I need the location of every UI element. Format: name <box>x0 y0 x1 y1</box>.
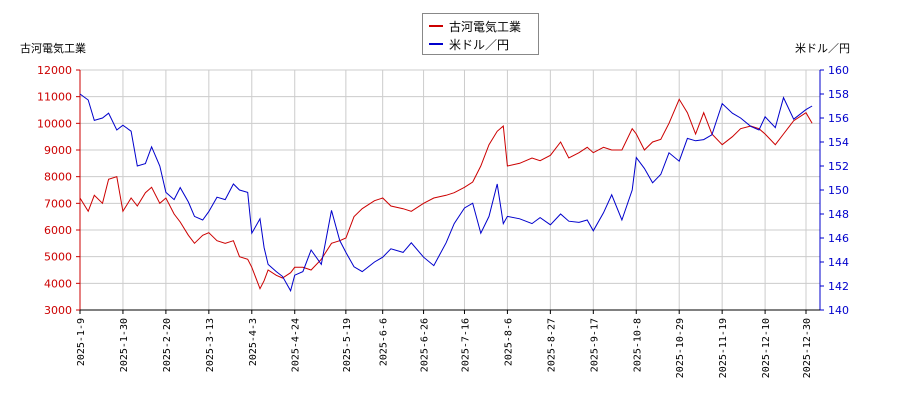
series-line-usdjpy <box>79 93 813 293</box>
chart-grid <box>79 69 820 311</box>
left-axis-title: 古河電気工業 <box>20 42 86 55</box>
left-tick-label: 5000 <box>44 251 72 264</box>
right-tick-label: 148 <box>828 208 849 221</box>
legend-item-usdjpy: 米ドル／円 <box>429 36 509 52</box>
right-tick-label: 158 <box>828 88 849 101</box>
legend-label-usdjpy: 米ドル／円 <box>449 37 510 52</box>
left-tick-label: 6000 <box>44 224 72 237</box>
x-axis-ticks: 2025-1-9 2025-1-30 2025-2-20 2025-3-13 2025-… <box>76 310 813 378</box>
x-tick-label: 2025-12-10 <box>761 318 772 378</box>
legend: 古河電気工業 米ドル／円 <box>422 13 539 55</box>
right-tick-label: 160 <box>828 64 849 77</box>
right-tick-label: 156 <box>828 112 849 125</box>
left-tick-label: 3000 <box>44 304 72 317</box>
x-tick-label: 2025-8-6 <box>503 318 514 366</box>
left-tick-label: 10000 <box>37 117 72 130</box>
right-axis-title: 米ドル／円 <box>795 42 850 55</box>
legend-label-stock: 古河電気工業 <box>449 19 522 34</box>
x-tick-label: 2025-8-27 <box>546 318 557 372</box>
right-tick-label: 144 <box>828 256 849 269</box>
series-line-stock <box>79 98 813 290</box>
x-tick-label: 2025-7-16 <box>460 318 471 372</box>
x-tick-label: 2025-9-17 <box>589 318 600 372</box>
right-tick-label: 150 <box>828 184 849 197</box>
x-tick-label: 2025-5-19 <box>342 318 353 372</box>
x-tick-label: 2025-2-20 <box>162 318 173 372</box>
left-tick-label: 11000 <box>37 91 72 104</box>
chart-lines <box>79 93 813 293</box>
x-tick-label: 2025-6-26 <box>420 318 431 372</box>
right-tick-label: 152 <box>828 160 849 173</box>
x-tick-label: 2025-3-13 <box>205 318 216 372</box>
right-tick-label: 154 <box>828 136 849 149</box>
left-tick-label: 12000 <box>37 64 72 77</box>
chart-axes <box>79 70 821 311</box>
left-tick-label: 4000 <box>44 277 72 290</box>
legend-swatch-stock <box>429 25 443 27</box>
legend-item-stock: 古河電気工業 <box>429 18 521 34</box>
right-tick-label: 142 <box>828 280 849 293</box>
right-axis-ticks: 140 142 144 146 148 150 152 154 156 158 160 <box>820 64 849 317</box>
x-tick-label: 2025-6-6 <box>379 318 390 366</box>
x-tick-label: 2025-4-24 <box>291 318 302 372</box>
x-tick-label: 2025-1-30 <box>119 318 130 372</box>
left-tick-label: 7000 <box>44 197 72 210</box>
x-tick-label: 2025-11-19 <box>718 318 729 378</box>
x-tick-label: 2025-1-9 <box>76 318 87 366</box>
left-axis-ticks: 3000 4000 5000 6000 7000 8000 9000 10000 11000 12… <box>37 64 80 317</box>
x-tick-label: 2025-10-29 <box>675 318 686 378</box>
right-tick-label: 146 <box>828 232 849 245</box>
x-tick-label: 2025-12-30 <box>802 318 813 378</box>
x-tick-label: 2025-10-8 <box>632 318 643 372</box>
legend-swatch-usdjpy <box>429 43 443 45</box>
left-tick-label: 9000 <box>44 144 72 157</box>
right-tick-label: 140 <box>828 304 849 317</box>
x-tick-label: 2025-4-3 <box>248 318 259 366</box>
left-tick-label: 8000 <box>44 171 72 184</box>
